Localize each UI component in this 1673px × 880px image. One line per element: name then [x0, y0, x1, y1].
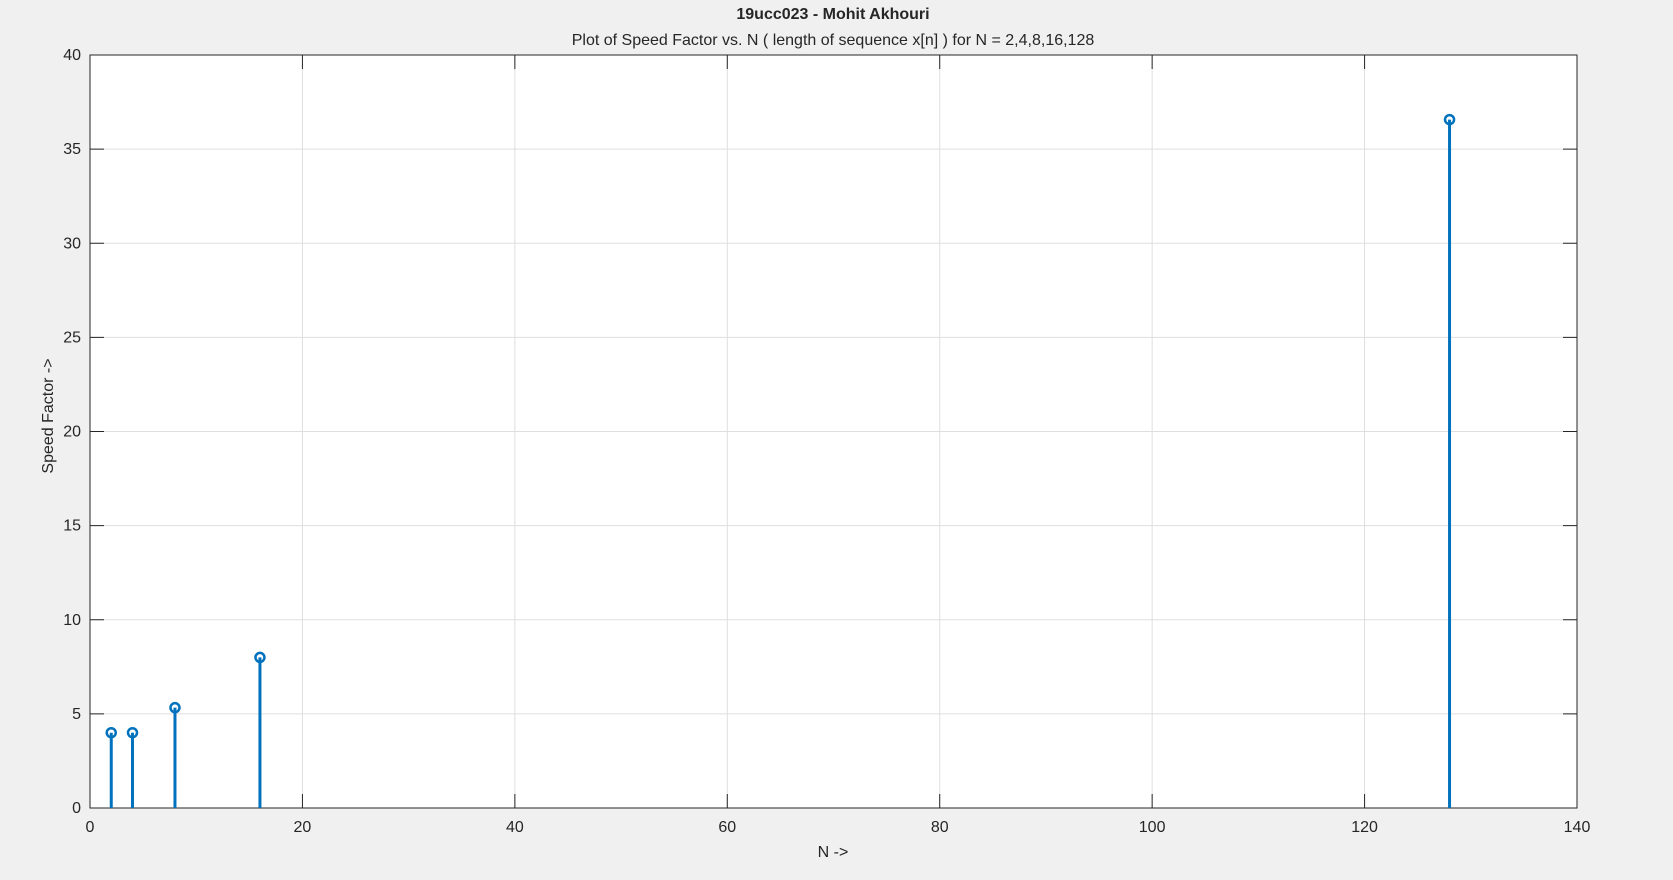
x-tick-label: 80	[931, 819, 949, 836]
y-tick-label: 10	[63, 612, 81, 629]
y-tick-label: 35	[63, 141, 81, 158]
y-tick-label: 15	[63, 518, 81, 535]
stem-marker	[169, 701, 181, 714]
y-tick-label: 30	[63, 235, 81, 252]
y-tick-label: 20	[63, 424, 81, 441]
x-tick-label: 60	[718, 819, 736, 836]
stem-marker	[254, 651, 266, 664]
chart-subtitle: Plot of Speed Factor vs. N ( length of s…	[572, 32, 1095, 49]
stem-marker	[105, 726, 117, 739]
y-tick-label: 40	[63, 47, 81, 64]
axes-box	[89, 54, 1578, 809]
stem-series	[105, 113, 1456, 808]
x-tick-label: 100	[1139, 819, 1166, 836]
y-tick-label: 25	[63, 329, 81, 346]
grid-lines	[90, 55, 1577, 808]
x-tick-label: 0	[86, 819, 95, 836]
x-tick-label: 40	[506, 819, 524, 836]
y-axis-label: Speed Factor ->	[40, 358, 57, 473]
x-tick-label: 20	[294, 819, 312, 836]
stem-marker	[1443, 113, 1456, 126]
stem-marker	[126, 726, 139, 739]
chart-title: 19ucc023 - Mohit Akhouri	[736, 6, 929, 23]
x-tick-label: 140	[1564, 819, 1591, 836]
y-tick-label: 5	[72, 706, 81, 723]
y-tick-label: 0	[72, 800, 81, 817]
x-tick-label: 120	[1351, 819, 1378, 836]
x-axis-label: N ->	[818, 844, 849, 861]
